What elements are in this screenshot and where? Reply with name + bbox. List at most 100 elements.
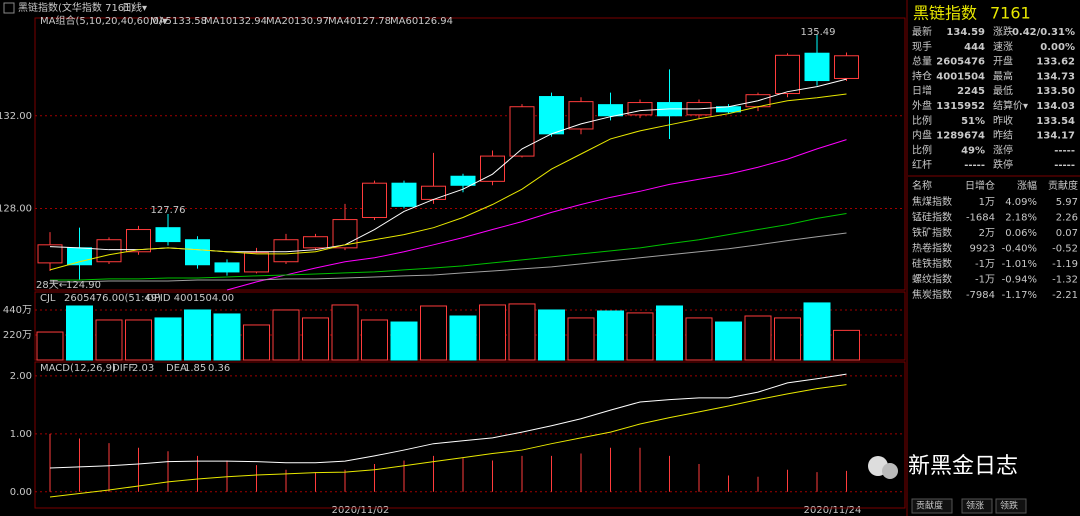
volume-bar xyxy=(538,309,565,361)
quote-label: 昨结 xyxy=(993,129,1013,142)
legend-name: MA40 xyxy=(328,16,356,27)
legend-value: 132.94 xyxy=(232,16,267,27)
table-cell: 0.07 xyxy=(1056,228,1078,239)
volume-bar xyxy=(744,315,772,361)
symbol-label[interactable]: 黑链指数(文华指数 7161) xyxy=(18,1,135,14)
quote-label: 外盘 xyxy=(912,99,932,112)
indicator-line xyxy=(49,373,847,469)
tab-label[interactable]: 领跌 xyxy=(1000,500,1018,512)
legend-name: DEA xyxy=(166,363,187,374)
candle-body xyxy=(509,106,535,157)
tab-label[interactable]: 领涨 xyxy=(966,500,984,512)
quote-value: 1315952 xyxy=(936,101,985,112)
quote-value: 4001504 xyxy=(936,71,985,82)
indicator-line xyxy=(50,213,847,281)
panel-border xyxy=(34,361,906,509)
quote-label: 内盘 xyxy=(912,129,932,142)
annotation: 135.49 xyxy=(801,27,836,38)
volume-bar xyxy=(331,304,359,361)
candle-body xyxy=(804,52,830,82)
legend-value: 133.58 xyxy=(172,16,207,27)
table-cell: -0.52 xyxy=(1052,244,1078,255)
table-cell: 2.18% xyxy=(1005,213,1037,224)
period-label[interactable]: 日线▾ xyxy=(122,1,147,14)
table-cell: -1万 xyxy=(975,259,995,270)
volume-bar xyxy=(302,317,329,361)
table-cell: -0.94% xyxy=(1002,275,1037,286)
quote-value: ----- xyxy=(1054,145,1075,156)
table-cell[interactable]: 热卷指数 xyxy=(912,242,952,255)
volume-bar xyxy=(361,319,388,361)
quote-label: 昨收 xyxy=(993,114,1013,127)
candle-body xyxy=(834,55,859,79)
annotation: 124.90 xyxy=(66,280,101,291)
candle-body xyxy=(568,101,594,130)
legend-value: 1.85 xyxy=(184,363,206,374)
quote-value: 2605476 xyxy=(936,57,985,68)
quote-value: 0.00% xyxy=(1040,42,1075,53)
quote-label: 日增 xyxy=(912,84,932,97)
quote-label: 涨跌 xyxy=(993,25,1013,38)
x-tick-label: 2020/11/02 xyxy=(332,505,390,516)
quote-value: 133.50 xyxy=(1036,86,1075,97)
indicator-line xyxy=(50,232,847,283)
legend-value: 127.78 xyxy=(356,16,391,27)
y-tick-label: 1.00 xyxy=(10,429,32,440)
wechat-icon xyxy=(882,463,898,479)
annotation: 28天← xyxy=(36,280,67,291)
volume-bar xyxy=(803,302,831,361)
candle-body xyxy=(185,239,210,266)
quote-value: ----- xyxy=(964,160,985,171)
volume-bar xyxy=(656,305,683,361)
candle-body xyxy=(126,229,151,253)
volume-bar xyxy=(390,321,418,361)
candle-body xyxy=(480,155,505,182)
quote-label: 速涨 xyxy=(993,41,1013,53)
volume-bar xyxy=(597,310,624,361)
y-tick-label: 220万 xyxy=(3,330,32,341)
quote-label: 开盘 xyxy=(993,55,1013,68)
volume-bar xyxy=(626,312,654,361)
legend-name: MA10 xyxy=(204,16,232,27)
tab[interactable] xyxy=(911,498,953,514)
y-tick-label: 2.00 xyxy=(10,371,32,382)
table-cell: -1.17% xyxy=(1002,290,1037,301)
tab[interactable] xyxy=(961,498,993,514)
quote-value: 49% xyxy=(961,145,985,156)
legend-name: MA20 xyxy=(266,16,294,27)
volume-bar xyxy=(449,315,477,361)
volume-bar xyxy=(833,329,860,361)
candle-body xyxy=(96,239,122,263)
tab-label[interactable]: 贡献度 xyxy=(916,500,943,512)
tab[interactable] xyxy=(995,498,1027,514)
candle-body xyxy=(37,244,63,264)
candle-body xyxy=(775,54,800,95)
table-header: 日增仓 xyxy=(965,179,995,192)
watermark: 新黑金日志 xyxy=(908,454,1018,479)
table-cell[interactable]: 焦煤指数 xyxy=(912,195,952,208)
volume-bar xyxy=(272,309,300,361)
menu-icon[interactable] xyxy=(3,2,15,14)
table-cell: 4.09% xyxy=(1005,197,1037,208)
legend-text: 2605476.00(51:49) xyxy=(64,293,161,304)
table-cell[interactable]: 铁矿指数 xyxy=(912,226,952,239)
volume-bar xyxy=(774,317,801,361)
table-cell: -1684 xyxy=(966,213,995,224)
legend-value: 2.03 xyxy=(132,363,154,374)
legend-text: OPID 4001504.00 xyxy=(146,293,234,304)
table-cell: 5.97 xyxy=(1056,197,1078,208)
quote-label: 总量 xyxy=(912,55,932,68)
candle-body xyxy=(450,175,476,186)
panel-border xyxy=(34,17,906,291)
table-cell[interactable]: 焦炭指数 xyxy=(912,288,952,301)
table-cell[interactable]: 硅铁指数 xyxy=(912,257,952,270)
x-tick-label: 2020/11/24 xyxy=(804,505,862,516)
quote-value: 133.54 xyxy=(1036,116,1075,127)
table-cell[interactable]: 螺纹指数 xyxy=(912,273,952,286)
candle-body xyxy=(244,252,269,273)
table-header: 名称 xyxy=(912,179,932,192)
quote-value: 134.73 xyxy=(1036,71,1075,82)
table-cell: 0.06% xyxy=(1005,228,1037,239)
table-cell[interactable]: 锰硅指数 xyxy=(912,211,952,224)
